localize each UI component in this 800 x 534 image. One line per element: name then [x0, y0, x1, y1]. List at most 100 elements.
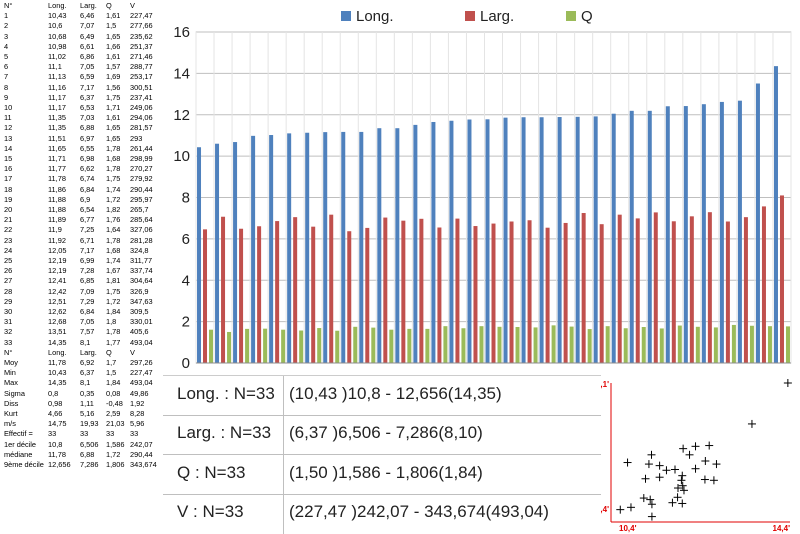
bar-long-20 — [539, 117, 544, 363]
sheet-cell: 295,97 — [130, 194, 153, 204]
sheet-cell: V — [130, 1, 135, 10]
sheet-cell: 1,84 — [106, 378, 121, 388]
sheet-cell: 1,78 — [106, 164, 121, 174]
bar-larg-22 — [581, 213, 586, 363]
scatter-point — [616, 505, 625, 514]
bar-long-4 — [251, 135, 256, 363]
sheet-cell: Kurt — [4, 409, 18, 418]
sheet-cell: 11,9 — [48, 225, 62, 235]
sheet-cell: 14 — [4, 143, 13, 153]
sheet-cell: 12,51 — [48, 296, 67, 306]
sheet-cell: 261,44 — [130, 143, 153, 153]
sheet-cell: 12,656 — [48, 460, 71, 469]
sheet-cell: 1,75 — [106, 174, 121, 184]
sheet-row: 16 11,77 6,62 1,78 270,27 — [0, 164, 163, 174]
bar-long-3 — [233, 142, 238, 363]
sheet-row: 9 11,17 6,37 1,75 237,41 — [0, 93, 163, 103]
legend-swatch — [465, 11, 475, 21]
sheet-cell: 1,78 — [106, 327, 121, 337]
sheet-stat-row: Effectif = 33 33 33 33 — [0, 429, 163, 439]
sheet-cell: 1,84 — [106, 307, 121, 316]
sheet-cell: 11,1 — [48, 62, 62, 72]
sheet-cell: 242,07 — [130, 439, 153, 449]
sheet-cell: 279,92 — [130, 174, 153, 184]
sheet-cell: 27 — [4, 276, 13, 286]
bar-larg-7 — [311, 226, 316, 363]
sheet-cell: 11,17 — [48, 92, 66, 102]
summary-row-v: V : N=33 (227,47 )242,07 - 343,674(493,0… — [163, 494, 601, 533]
sheet-cell: 493,04 — [130, 337, 153, 347]
sheet-cell: 7 — [4, 72, 9, 82]
sheet-cell: 12,41 — [48, 276, 67, 286]
scatter-point — [671, 465, 680, 474]
scatter-point — [712, 460, 721, 469]
sheet-row: 15 11,71 6,98 1,68 298,99 — [0, 154, 163, 164]
sheet-cell: 6,98 — [80, 154, 95, 163]
bar-larg-29 — [707, 212, 712, 363]
sheet-cell: 15 — [4, 154, 13, 163]
summary-row-larg: Larg. : N=33 (6,37 )6,506 - 7,286(8,10) — [163, 415, 601, 455]
sheet-cell: 6,86 — [80, 52, 95, 61]
sheet-cell: 33 — [4, 337, 13, 347]
sheet-cell: 270,27 — [130, 164, 153, 174]
sheet-cell: 10,68 — [48, 31, 67, 41]
sheet-cell: 6,61 — [80, 41, 95, 51]
bar-larg-16 — [473, 226, 478, 363]
sheet-cell: 0,08 — [106, 388, 121, 398]
scatter-point — [644, 460, 653, 469]
bar-q-5 — [281, 329, 286, 363]
sheet-cell: Larg. — [80, 1, 97, 10]
y-tick-label: 4 — [182, 272, 190, 289]
bar-larg-17 — [491, 223, 496, 363]
bar-larg-20 — [545, 227, 550, 363]
sheet-cell: Long. — [48, 1, 67, 10]
bar-q-28 — [695, 326, 700, 363]
bar-long-27 — [665, 106, 670, 363]
sheet-cell: 11,35 — [48, 113, 66, 123]
sheet-cell: 11,88 — [48, 194, 66, 204]
bar-q-23 — [605, 326, 610, 363]
sheet-cell: 0,98 — [48, 398, 63, 408]
sheet-cell: 11,78 — [48, 449, 66, 459]
scatter-point — [647, 512, 656, 521]
bar-long-29 — [701, 104, 706, 363]
sheet-cell: 1,78 — [106, 143, 121, 153]
sheet-cell: 14,75 — [48, 419, 67, 429]
bar-long-13 — [413, 124, 418, 363]
sheet-row: 21 11,89 6,77 1,76 285,64 — [0, 215, 163, 225]
sheet-cell: 6,37 — [80, 92, 95, 102]
y-tick-label: 6 — [182, 231, 190, 248]
sheet-row: 8 11,16 7,17 1,56 300,51 — [0, 83, 163, 93]
bar-q-15 — [461, 328, 466, 363]
sheet-cell: 1,75 — [106, 286, 121, 296]
sheet-cell: Long. — [48, 347, 67, 357]
sheet-cell: 6 — [4, 62, 9, 72]
sheet-cell: 288,77 — [130, 62, 153, 72]
sheet-row: 23 11,92 6,71 1,78 281,28 — [0, 236, 163, 246]
bar-larg-23 — [599, 224, 604, 363]
sheet-cell: 33 — [130, 429, 139, 439]
sheet-row: 30 12,62 6,84 1,84 309,5 — [0, 307, 163, 317]
sheet-cell: 1,67 — [106, 266, 121, 276]
sheet-row: 1 10,43 6,46 1,61 227,47 — [0, 11, 163, 21]
sheet-cell: 6,88 — [80, 123, 95, 133]
sheet-cell: 4,66 — [48, 409, 63, 418]
summary-value: (10,43 )10,8 - 12,656(14,35) — [289, 384, 502, 403]
sheet-cell: 11,35 — [48, 123, 66, 133]
sheet-cell: 6,62 — [80, 164, 95, 174]
sheet-cell: 1 — [4, 11, 9, 21]
sheet-stat-row: Sigma 0,8 0,35 0,08 49,86 — [0, 389, 163, 399]
sheet-row: 26 12,19 7,28 1,67 337,74 — [0, 266, 163, 276]
sheet-cell: 16 — [4, 164, 13, 174]
sheet-cell: 11,65 — [48, 143, 66, 153]
sheet-stat-row: Diss 0,98 1,11 -0,48 1,92 — [0, 399, 163, 409]
sheet-cell: 5,96 — [130, 419, 145, 429]
sheet-cell: 11,86 — [48, 184, 66, 194]
bar-q-12 — [407, 328, 412, 363]
sheet-row: 5 11,02 6,86 1,61 271,46 — [0, 52, 163, 62]
sheet-cell: 10 — [4, 103, 13, 112]
sheet-row: 4 10,98 6,61 1,66 251,37 — [0, 42, 163, 52]
sheet-cell: 343,674 — [130, 460, 157, 469]
y-tick-label: 16 — [173, 24, 190, 41]
bar-larg-2 — [221, 216, 226, 363]
